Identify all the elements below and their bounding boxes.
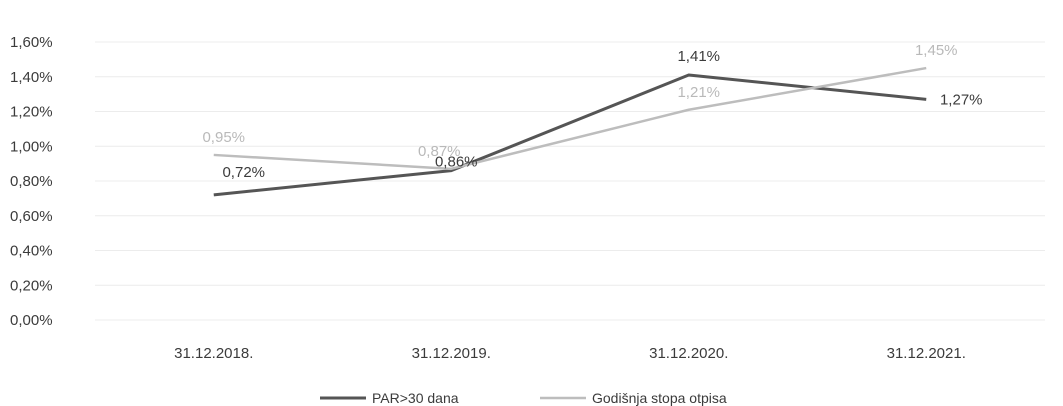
legend-label: PAR>30 dana bbox=[372, 390, 459, 406]
data-label: 0,87% bbox=[418, 143, 461, 160]
legend-label: Godišnja stopa otpisa bbox=[592, 390, 727, 406]
x-tick-label: 31.12.2019. bbox=[412, 345, 491, 362]
series-line-otpis bbox=[213, 66, 927, 171]
data-label: 0,95% bbox=[202, 129, 245, 146]
y-tick-label: 1,00% bbox=[10, 138, 53, 155]
data-label: 0,72% bbox=[222, 164, 265, 181]
series-lines bbox=[213, 66, 927, 197]
y-tick-label: 0,00% bbox=[10, 312, 53, 329]
data-label: 0,86% bbox=[435, 154, 478, 171]
y-tick-label: 1,20% bbox=[10, 104, 53, 121]
y-axis: 0,00% 0,20% 0,40% 0,60% 0,80% 1,00% 1,20% 1,40%… bbox=[10, 34, 53, 329]
x-tick-label: 31.12.2018. bbox=[174, 345, 253, 362]
data-label: 1,45% bbox=[915, 42, 958, 59]
data-label: 1,21% bbox=[677, 84, 720, 101]
y-tick-label: 1,40% bbox=[10, 69, 53, 86]
y-tick-label: 1,60% bbox=[10, 34, 53, 51]
data-labels: 0,72% 0,86% 1,41% 1,27% 0,95% 0,87% 1,21% 1,45% bbox=[202, 42, 982, 181]
y-tick-label: 0,20% bbox=[10, 277, 53, 294]
y-tick-label: 0,60% bbox=[10, 208, 53, 225]
legend: PAR>30 dana Godišnja stopa otpisa bbox=[320, 390, 727, 406]
gridlines bbox=[95, 41, 1045, 321]
data-label: 1,27% bbox=[940, 91, 983, 108]
x-axis: 31.12.2018. 31.12.2019. 31.12.2020. 31.12.2… bbox=[174, 345, 966, 362]
series-line-par30 bbox=[213, 73, 927, 197]
x-tick-label: 31.12.2021. bbox=[887, 345, 966, 362]
y-tick-label: 0,40% bbox=[10, 243, 53, 260]
y-tick-label: 0,80% bbox=[10, 173, 53, 190]
data-label: 1,41% bbox=[677, 48, 720, 65]
x-tick-label: 31.12.2020. bbox=[649, 345, 728, 362]
